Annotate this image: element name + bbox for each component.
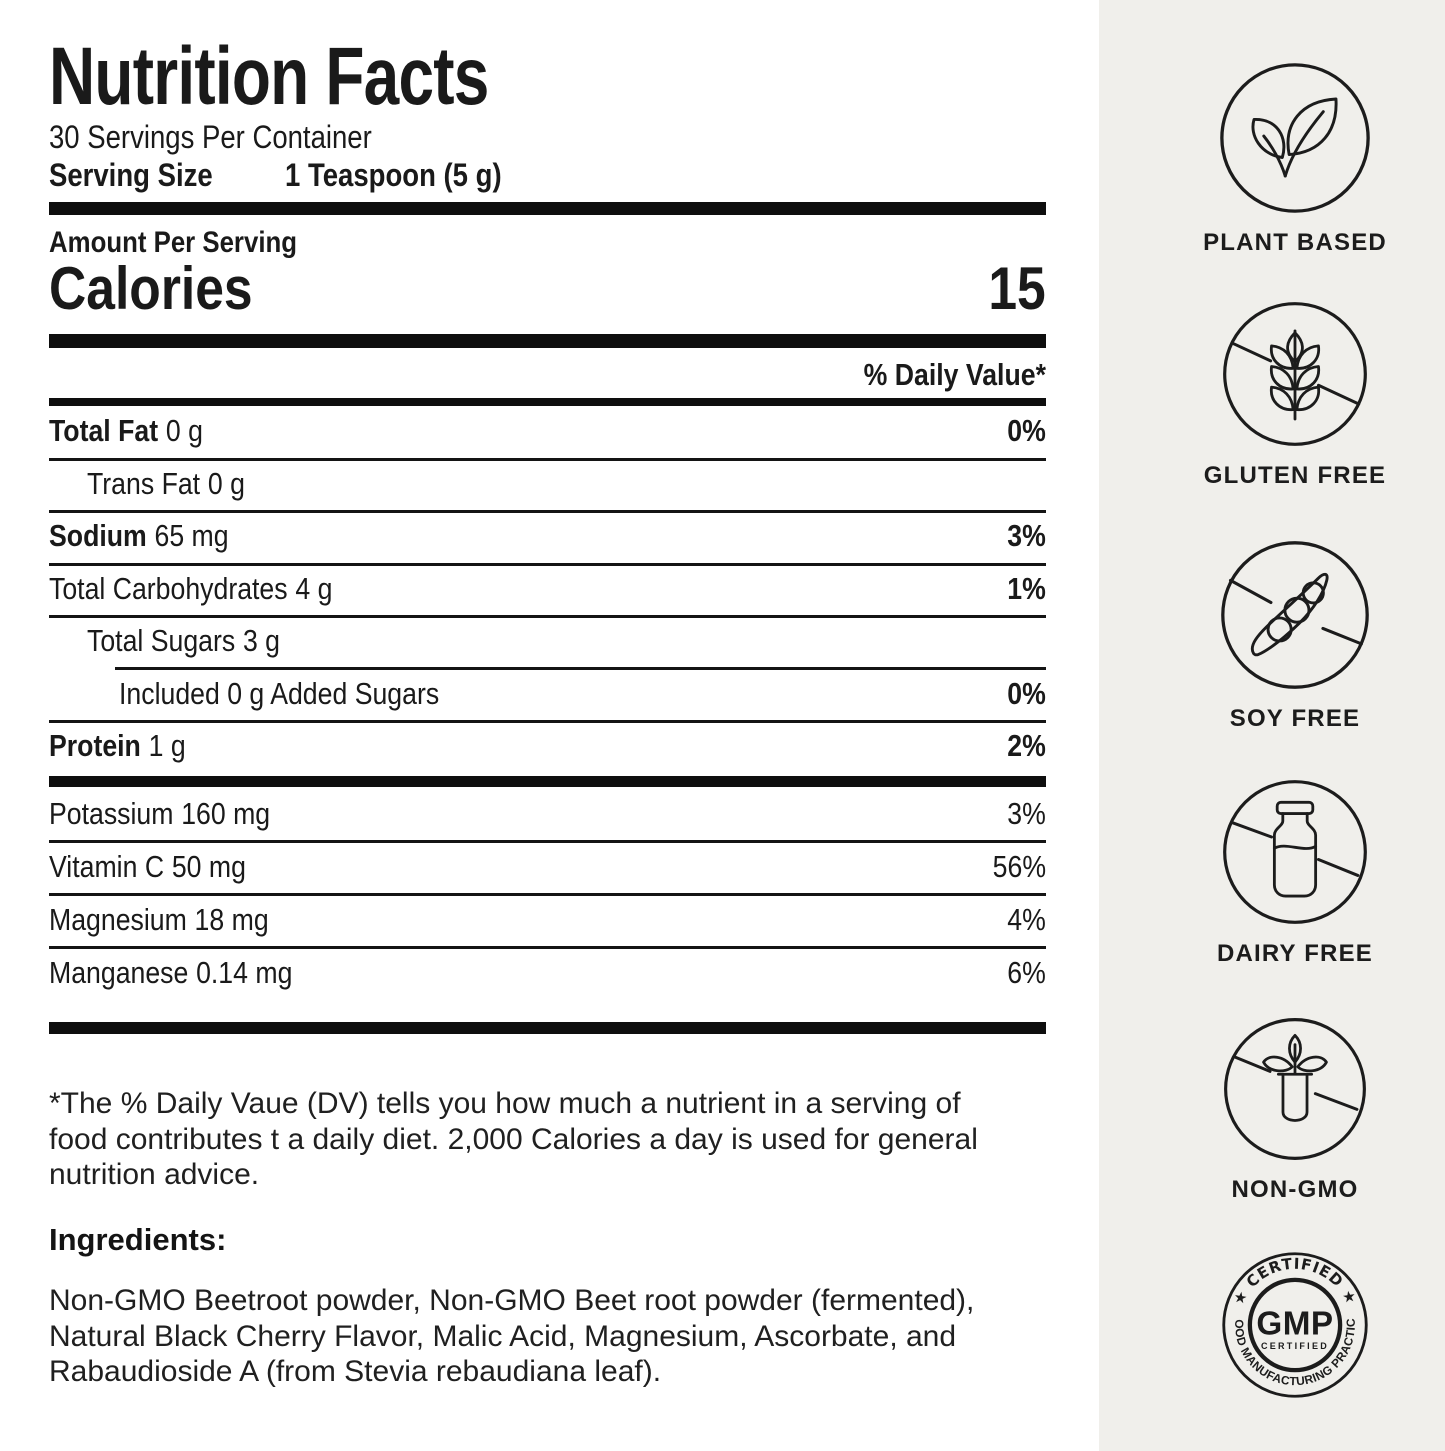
servings-per-container: 30 Servings Per Container	[49, 119, 372, 155]
seal-inner-ring	[1247, 1277, 1343, 1373]
divider-hairline	[49, 720, 1046, 723]
divider-hairline-indented	[115, 667, 1046, 670]
badge-circle	[1224, 1018, 1366, 1160]
strike-line	[1321, 626, 1363, 646]
calories-label: Calories	[49, 255, 253, 322]
table-row: Sodium 65 mg 3%	[49, 518, 1046, 553]
table-row: Total Sugars 3 g	[87, 623, 281, 658]
daily-value-footnote: *The % Daily Vaue (DV) tells you how muc…	[49, 1087, 978, 1191]
badge-circle	[1223, 302, 1367, 446]
table-row: Total Carbohydrates 4 g 1%	[49, 570, 1046, 606]
strike-line	[1316, 383, 1361, 406]
badge-label: GLUTEN FREE	[1203, 462, 1387, 489]
divider-hairline	[49, 510, 1046, 513]
divider-thick	[49, 1022, 1046, 1034]
seal-outer-ring	[1222, 1252, 1368, 1398]
page-title-text: Nutrition Facts	[49, 31, 489, 122]
strike-line	[1313, 1092, 1359, 1111]
divider-hairline	[49, 563, 1046, 566]
certification-sidebar: PLANT BASED GLUTEN FREE	[1099, 0, 1445, 1451]
plant-leaves-icon	[1220, 63, 1370, 213]
ingredients-text: Non-GMO Beetroot powder, Non-GMO Beet ro…	[49, 1284, 975, 1388]
amount-per-serving-label: Amount Per Serving	[49, 226, 298, 259]
nutrition-label-panel: Nutrition Facts 30 Servings Per Containe…	[49, 0, 1046, 1451]
calories-value: 15	[988, 255, 1046, 322]
calories-row: Calories 15	[49, 258, 1046, 320]
divider-hairline	[49, 946, 1046, 949]
divider-hairline	[49, 893, 1046, 896]
badge-dairy-free: DAIRY FREE	[1175, 777, 1415, 968]
table-row: Included 0 g Added Sugars 0%	[119, 675, 1046, 711]
table-row: Total Fat 0 g 0%	[49, 413, 1046, 448]
divider-thick	[49, 334, 1046, 348]
table-row: Protein 1 g 2%	[49, 728, 1046, 763]
divider-medium	[49, 398, 1046, 406]
gmp-certified-seal: ★ CERTIFIED ★ GOOD MANUFACTURING PRACTIC…	[1219, 1249, 1368, 1398]
serving-size-label: Serving Size	[49, 157, 213, 193]
badge-gluten-free: GLUTEN FREE	[1175, 299, 1415, 490]
milk-bottle-crossed-icon	[1223, 780, 1367, 924]
table-row: Vitamin C 50 mg 56%	[49, 849, 1046, 884]
divider-hairline	[49, 458, 1046, 461]
badge-circle	[1220, 63, 1370, 213]
strike-line	[1316, 858, 1360, 877]
strike-line	[1228, 578, 1273, 605]
ingredients-heading: Ingredients:	[49, 1222, 227, 1257]
soy-pod-crossed-icon	[1221, 541, 1369, 689]
badge-label: DAIRY FREE	[1216, 940, 1374, 967]
badge-circle	[1223, 780, 1367, 924]
strike-line	[1232, 1055, 1272, 1073]
divider-medium	[49, 776, 1046, 787]
badge-label: SOY FREE	[1229, 705, 1361, 732]
strike-line	[1231, 821, 1274, 839]
badge-plant-based: PLANT BASED	[1175, 60, 1415, 257]
test-tube-plant-crossed-icon	[1224, 1018, 1366, 1160]
divider-hairline	[49, 615, 1046, 618]
serving-size-value: 1 Teaspoon (5 g)	[285, 157, 502, 193]
table-row: Magnesium 18 mg 4%	[49, 902, 1046, 937]
wheat-crossed-icon	[1223, 302, 1367, 446]
badge-label: PLANT BASED	[1203, 229, 1387, 256]
badge-gmp-certified: ★ CERTIFIED ★ GOOD MANUFACTURING PRACTIC…	[1175, 1249, 1415, 1401]
seal-center-subtext: CERTIFIED	[1261, 1341, 1329, 1351]
strike-line	[1230, 341, 1273, 363]
badge-non-gmo: NON-GMO	[1175, 1015, 1415, 1204]
daily-value-header: % Daily Value*	[863, 357, 1046, 392]
page-title: Nutrition Facts	[49, 31, 1046, 122]
badge-label: NON-GMO	[1231, 1176, 1359, 1203]
badge-circle	[1221, 541, 1369, 689]
divider-hairline	[49, 840, 1046, 843]
table-row: Manganese 0.14 mg 6%	[49, 955, 1046, 990]
divider-thick	[49, 202, 1046, 215]
table-row: Potassium 160 mg 3%	[49, 796, 1046, 831]
badge-soy-free: SOY FREE	[1175, 538, 1415, 733]
serving-size-row: Serving Size 1 Teaspoon (5 g)	[49, 158, 1046, 192]
table-row: Trans Fat 0 g	[87, 465, 245, 501]
seal-center-text: GMP	[1256, 1306, 1333, 1343]
